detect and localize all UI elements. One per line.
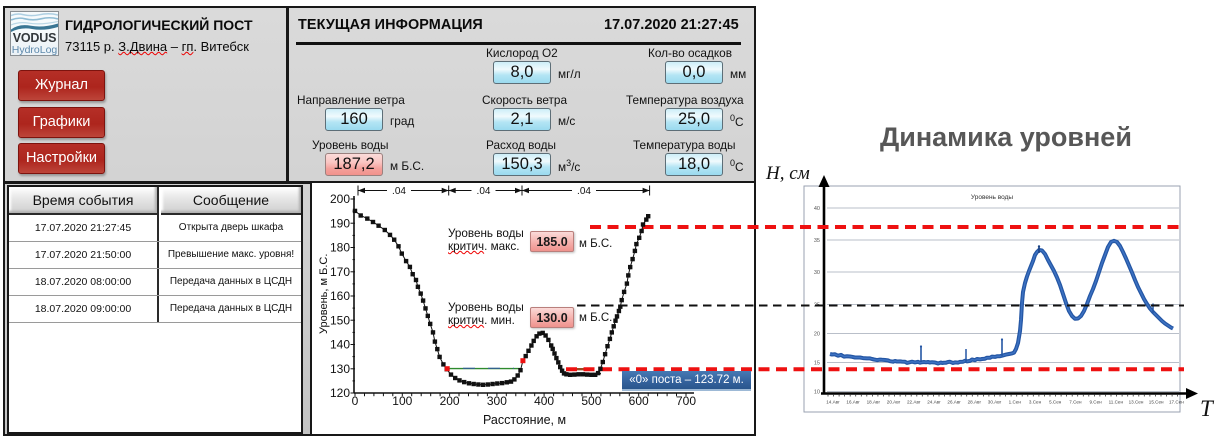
svg-text:40: 40 [814,206,820,212]
svg-text:170: 170 [330,265,350,279]
svg-text:140: 140 [330,338,350,352]
svg-text:17.Сен: 17.Сен [1169,400,1184,405]
svg-text:1.Сен: 1.Сен [1009,400,1022,405]
svg-text:15: 15 [814,361,820,367]
svg-text:7.Сен: 7.Сен [1069,400,1082,405]
svg-text:16.Авг: 16.Авг [846,400,860,405]
svg-text:9.Сен: 9.Сен [1089,400,1102,405]
svg-text:14.Авг: 14.Авг [826,400,840,405]
svg-text:22.Авг: 22.Авг [907,400,921,405]
svg-text:100: 100 [392,394,412,408]
svg-text:30.Авг: 30.Авг [988,400,1002,405]
svg-text:150: 150 [330,313,350,327]
svg-text:.04: .04 [577,186,591,197]
svg-text:.04: .04 [477,186,491,197]
svg-text:13.Сен: 13.Сен [1129,400,1144,405]
svg-text:300: 300 [487,394,507,408]
svg-text:24.Авг: 24.Авг [927,400,941,405]
svg-text:600: 600 [629,394,649,408]
svg-text:400: 400 [534,394,554,408]
svg-text:200: 200 [440,394,460,408]
svg-text:700: 700 [676,394,696,408]
svg-text:28.Авг: 28.Авг [968,400,982,405]
svg-text:.04: .04 [392,186,406,197]
svg-text:200: 200 [330,192,350,206]
svg-text:5.Сен: 5.Сен [1049,400,1062,405]
svg-text:160: 160 [330,289,350,303]
svg-text:20.Авг: 20.Авг [887,400,901,405]
svg-text:130: 130 [330,362,350,376]
svg-text:0: 0 [352,394,359,408]
svg-text:35: 35 [814,238,820,244]
svg-text:26.Авг: 26.Авг [947,400,961,405]
svg-text:190: 190 [330,216,350,230]
svg-text:500: 500 [581,394,601,408]
svg-text:10: 10 [814,390,820,396]
svg-text:120: 120 [330,386,350,400]
svg-text:180: 180 [330,241,350,255]
svg-text:18.Авг: 18.Авг [867,400,881,405]
svg-text:30: 30 [814,270,820,276]
svg-text:3.Сен: 3.Сен [1029,400,1042,405]
svg-text:11.Сен: 11.Сен [1109,400,1124,405]
svg-text:Уровень воды: Уровень воды [971,194,1013,201]
svg-text:20: 20 [814,332,820,338]
svg-text:15.Сен: 15.Сен [1149,400,1164,405]
